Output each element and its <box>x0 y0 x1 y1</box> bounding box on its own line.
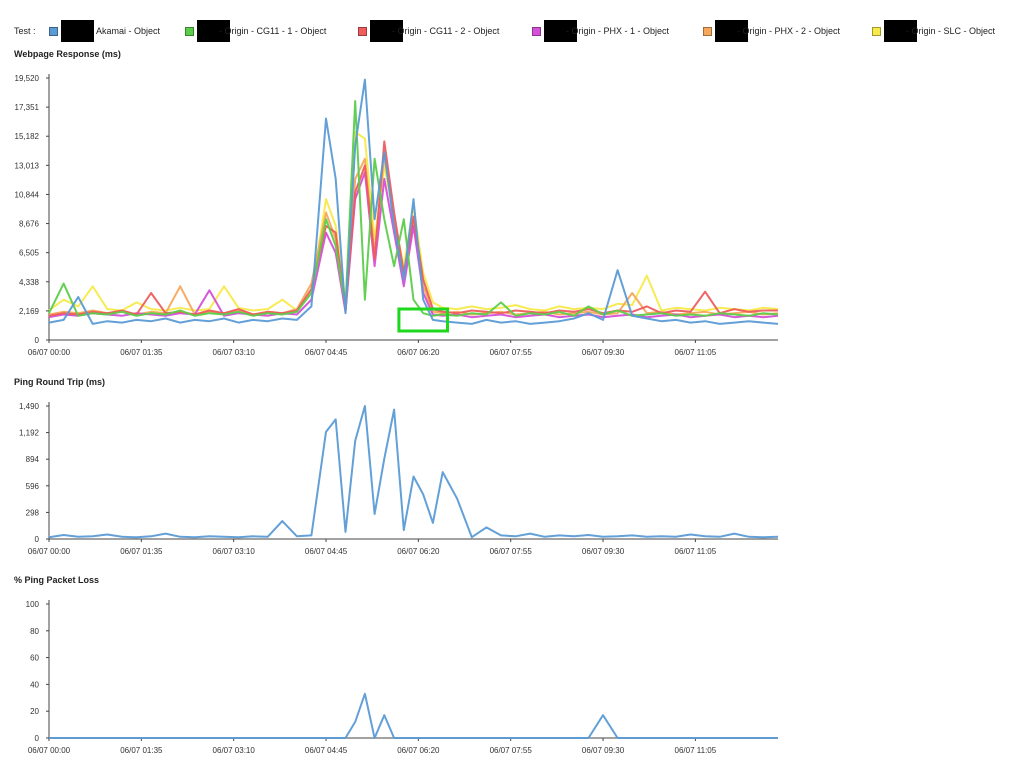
x-tick-label: 06/07 04:45 <box>305 547 348 556</box>
y-tick-label: 6,505 <box>19 249 40 258</box>
x-tick-label: 06/07 06:20 <box>397 348 440 357</box>
x-tick-label: 06/07 00:00 <box>28 746 71 755</box>
x-tick-label: 06/07 00:00 <box>28 547 71 556</box>
y-tick-label: 40 <box>30 680 39 689</box>
y-tick-label: 60 <box>30 654 39 663</box>
x-tick-label: 06/07 09:30 <box>582 746 625 755</box>
x-tick-label: 06/07 03:10 <box>213 348 256 357</box>
redacted-name-block <box>197 20 230 42</box>
y-tick-label: 15,182 <box>15 132 40 141</box>
x-tick-label: 06/07 07:55 <box>490 547 533 556</box>
y-tick-label: 20 <box>30 707 39 716</box>
x-tick-label: 06/07 11:05 <box>675 348 717 357</box>
series-line-5 <box>48 153 779 316</box>
series-line-1 <box>48 405 779 539</box>
y-tick-label: 596 <box>26 482 40 491</box>
y-tick-label: 4,338 <box>19 278 40 287</box>
y-tick-label: 100 <box>26 600 40 609</box>
y-tick-label: 80 <box>30 627 39 636</box>
x-tick-label: 06/07 00:00 <box>28 348 71 357</box>
legend-item-label: - Origin - PHX - 1 - Object <box>566 26 670 36</box>
y-tick-label: 0 <box>35 734 40 743</box>
legend-item-label: - Origin - PHX - 2 - Object <box>737 26 841 36</box>
legend-swatch <box>358 27 367 36</box>
y-tick-label: 894 <box>26 455 40 464</box>
x-tick-label: 06/07 03:10 <box>213 746 256 755</box>
series-line-1 <box>48 78 779 325</box>
x-tick-label: 06/07 11:05 <box>675 746 717 755</box>
x-tick-label: 06/07 06:20 <box>397 547 440 556</box>
x-tick-label: 06/07 07:55 <box>490 348 533 357</box>
x-tick-label: 06/07 01:35 <box>120 746 163 755</box>
y-tick-label: 2,169 <box>19 307 40 316</box>
chart-legend: Test : Akamai - Object - Origin - CG11 -… <box>14 20 1014 42</box>
redacted-name-block <box>370 20 403 42</box>
legend-item-label: - Origin - CG11 - 2 - Object <box>392 26 500 36</box>
legend-swatch <box>532 27 541 36</box>
redacted-name-block <box>715 20 748 42</box>
legend-swatch <box>703 27 712 36</box>
y-tick-label: 1,192 <box>19 429 40 438</box>
x-tick-label: 06/07 01:35 <box>120 348 163 357</box>
series-line-6 <box>48 131 779 312</box>
x-tick-label: 06/07 04:45 <box>305 348 348 357</box>
x-tick-label: 06/07 09:30 <box>582 348 625 357</box>
redacted-name-block <box>544 20 577 42</box>
chart-title: % Ping Packet Loss <box>14 575 99 585</box>
legend-prefix: Test : <box>14 26 36 36</box>
legend-swatch <box>872 27 881 36</box>
y-tick-label: 298 <box>26 508 40 517</box>
legend-item-label: Akamai - Object <box>96 26 161 36</box>
x-tick-label: 06/07 03:10 <box>213 547 256 556</box>
x-tick-label: 06/07 01:35 <box>120 547 163 556</box>
redacted-name-block <box>884 20 917 42</box>
y-tick-label: 1,490 <box>19 402 40 411</box>
series-line-4 <box>48 171 779 319</box>
highlight-box <box>397 307 450 333</box>
x-tick-label: 06/07 11:05 <box>675 547 717 556</box>
chart-title: Ping Round Trip (ms) <box>14 377 105 387</box>
chart-title: Webpage Response (ms) <box>14 49 121 59</box>
y-tick-label: 19,520 <box>15 74 40 83</box>
legend-swatch <box>185 27 194 36</box>
x-tick-label: 06/07 09:30 <box>582 547 625 556</box>
series-line-1 <box>49 692 778 739</box>
x-tick-label: 06/07 06:20 <box>397 746 440 755</box>
y-tick-label: 13,013 <box>15 161 40 170</box>
y-tick-label: 10,844 <box>15 190 40 199</box>
x-tick-label: 06/07 04:45 <box>305 746 348 755</box>
x-tick-label: 06/07 07:55 <box>490 746 533 755</box>
y-tick-label: 0 <box>35 336 40 345</box>
redacted-name-block <box>61 20 94 42</box>
y-tick-label: 8,676 <box>19 220 40 229</box>
legend-item-label: - Origin - CG11 - 1 - Object <box>219 26 327 36</box>
y-tick-label: 0 <box>35 535 40 544</box>
legend-swatch <box>49 27 58 36</box>
legend-item-label: - Origin - SLC - Object <box>906 26 996 36</box>
y-tick-label: 17,351 <box>15 103 40 112</box>
series-line-2 <box>48 100 779 317</box>
